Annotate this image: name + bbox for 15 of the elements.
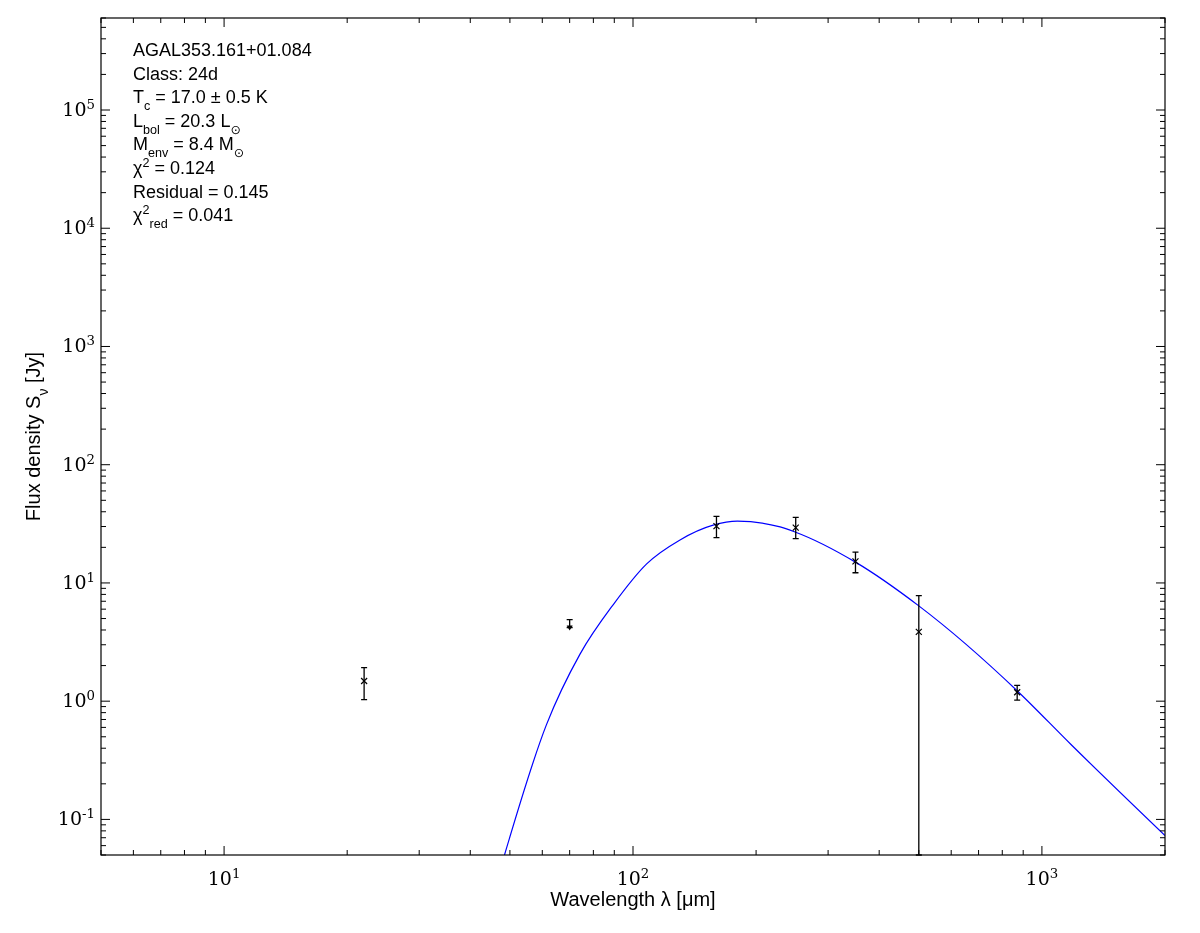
y-tick-label: 10$^{3}$	[62, 332, 95, 357]
y-tick-label: 10$^{2}$	[62, 451, 95, 475]
annotation: Class: 24d	[133, 63, 219, 84]
annotation: Residual = 0.145	[133, 181, 269, 202]
annotation: AGAL353.161+01.084	[133, 40, 312, 60]
y-tick-label: 10$^{0}$	[62, 687, 95, 712]
x-axis-title: Wavelength λ [μm]	[550, 888, 716, 910]
x-tick-label: 10$^{2}$	[616, 865, 650, 889]
x-tick-label: 10$^{1}$	[207, 865, 241, 889]
x-tick-label: 10$^{3}$	[1025, 865, 1059, 889]
annotation: χ$^{2}$$_{red}$ = 0.041	[133, 203, 234, 232]
y-tick-label: 10$^{-1}$	[57, 805, 95, 830]
y-tick-label: 10$^{4}$	[62, 214, 95, 239]
y-tick-label: 10$^{1}$	[62, 569, 95, 593]
y-tick-label: 10$^{5}$	[62, 96, 95, 120]
